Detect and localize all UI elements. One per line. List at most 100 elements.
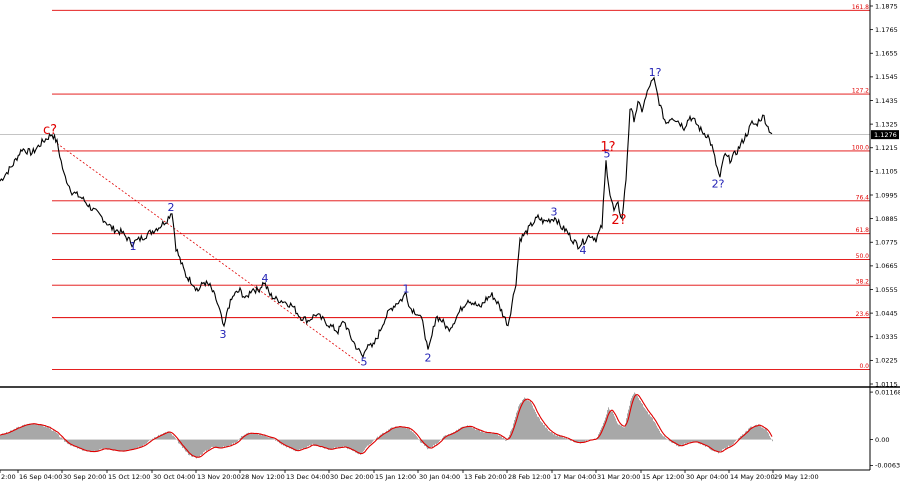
histogram-bar — [329, 440, 330, 450]
histogram-bar — [302, 440, 303, 449]
histogram-bar — [141, 440, 142, 447]
histogram-bar — [654, 422, 655, 440]
histogram-bar — [36, 424, 37, 439]
time-tick-label: 30 Apr 04:00 — [686, 473, 728, 481]
histogram-bar — [15, 429, 16, 439]
histogram-bar — [642, 404, 643, 439]
histogram-bar — [335, 440, 336, 449]
histogram-bar — [125, 440, 126, 451]
histogram-bar — [130, 440, 131, 450]
histogram-bar — [526, 400, 527, 440]
fib-label: 127.2 — [852, 88, 869, 95]
histogram-bar — [112, 440, 113, 451]
price-tick-label: 1.1875 — [875, 2, 898, 10]
histogram-bar — [212, 440, 213, 447]
fib-label: 161.8 — [852, 4, 869, 11]
histogram-bar — [261, 435, 262, 439]
histogram-bar — [333, 440, 334, 449]
histogram-bar — [430, 440, 431, 448]
histogram-bar — [256, 434, 257, 440]
histogram-bar — [135, 440, 136, 448]
histogram-bar — [732, 440, 733, 445]
price-tick-label: 1.0885 — [875, 215, 898, 223]
histogram-bar — [59, 437, 60, 440]
histogram-bar — [299, 440, 300, 450]
histogram-bar — [373, 440, 374, 441]
histogram-bar — [514, 420, 515, 440]
histogram-bar — [251, 433, 252, 439]
histogram-bar — [498, 436, 499, 440]
histogram-bar — [227, 440, 228, 447]
price-tick-label: 1.1215 — [875, 144, 898, 152]
histogram-bar — [627, 413, 628, 439]
histogram-bar — [603, 423, 604, 440]
histogram-bar — [58, 434, 59, 439]
histogram-bar — [313, 440, 314, 445]
histogram-bar — [406, 428, 407, 439]
histogram-bar — [437, 440, 438, 444]
histogram-bar — [752, 427, 753, 439]
histogram-bar — [714, 440, 715, 452]
histogram-bar — [170, 433, 171, 440]
histogram-bar — [364, 440, 365, 450]
histogram-bar — [727, 440, 728, 448]
histogram-bar — [300, 440, 301, 450]
histogram-bar — [145, 440, 146, 444]
histogram-bar — [400, 427, 401, 440]
histogram-bar — [19, 428, 20, 440]
histogram-bar — [668, 440, 669, 441]
histogram-bar — [262, 435, 263, 439]
histogram-bar — [431, 440, 432, 448]
histogram-bar — [724, 440, 725, 449]
histogram-bar — [435, 440, 436, 444]
histogram-bar — [563, 438, 564, 440]
histogram-bar — [33, 423, 34, 439]
histogram-bar — [356, 440, 357, 453]
histogram-bar — [765, 429, 766, 440]
histogram-bar — [464, 427, 465, 439]
histogram-bar — [676, 440, 677, 446]
histogram-bar — [680, 440, 681, 446]
histogram-bar — [757, 426, 758, 440]
histogram-bar — [21, 426, 22, 439]
histogram-bar — [149, 440, 150, 441]
histogram-bar — [200, 440, 201, 455]
histogram-bar — [128, 440, 129, 450]
fib-label: 50.0 — [856, 253, 870, 260]
osc-tick-label: 0.01168 — [875, 388, 900, 396]
histogram-bar — [29, 424, 30, 440]
wave-label: c? — [43, 123, 57, 138]
histogram-bar — [224, 440, 225, 448]
histogram-bar — [31, 423, 32, 439]
histogram-bar — [221, 440, 222, 448]
histogram-bar — [27, 424, 28, 440]
price-tick-label: 1.1435 — [875, 97, 898, 105]
histogram-bar — [546, 428, 547, 440]
histogram-bar — [683, 440, 684, 445]
histogram-bar — [543, 425, 544, 440]
histogram-bar — [482, 431, 483, 439]
histogram-bar — [257, 433, 258, 439]
histogram-bar — [204, 440, 205, 452]
histogram-bar — [117, 440, 118, 451]
histogram-bar — [634, 393, 635, 440]
histogram-bar — [229, 440, 230, 445]
histogram-bar — [616, 421, 617, 439]
histogram-bar — [92, 440, 93, 452]
histogram-bar — [370, 440, 371, 444]
histogram-bar — [304, 440, 305, 448]
histogram-bar — [199, 440, 200, 457]
histogram-bar — [336, 440, 337, 449]
histogram-bar — [488, 432, 489, 439]
histogram-bar — [372, 440, 373, 442]
histogram-bar — [487, 433, 488, 440]
histogram-bar — [530, 401, 531, 440]
histogram-bar — [121, 440, 122, 452]
histogram-bar — [467, 425, 468, 439]
histogram-bar — [527, 400, 528, 439]
histogram-bar — [20, 427, 21, 440]
histogram-bar — [660, 433, 661, 440]
histogram-bar — [116, 440, 117, 451]
fib-label: 0.0 — [859, 363, 869, 370]
